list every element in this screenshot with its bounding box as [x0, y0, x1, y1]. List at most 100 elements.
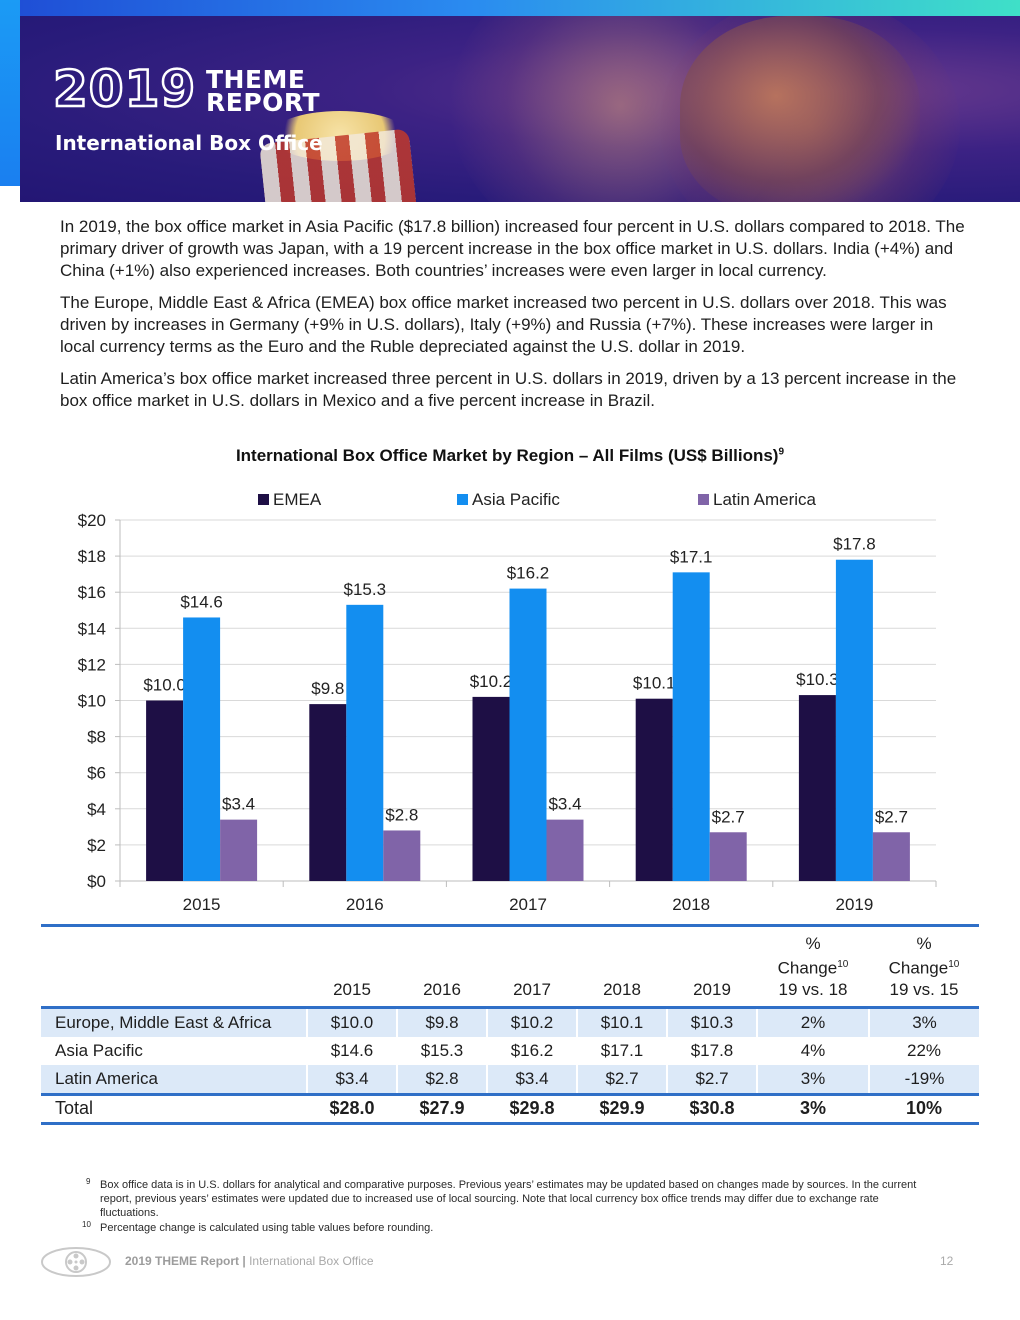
header-footnote: 10: [948, 959, 960, 970]
table-cell: 2%: [756, 1007, 869, 1037]
bar: [709, 832, 747, 881]
side-accent-bar: [0, 0, 20, 186]
table-cell: $17.1: [600, 1040, 644, 1060]
paragraph-latin-america: Latin America’s box office market increa…: [60, 369, 957, 410]
table-cell: $9.8: [396, 1007, 487, 1037]
table-cell: $30.8: [689, 1098, 735, 1119]
logo-word-theme: THEME: [206, 65, 306, 94]
header-banner: 2019 THEME REPORT International Box Offi…: [20, 16, 1020, 202]
header-2018: 2018: [603, 979, 641, 999]
bar-data-label: $14.6: [180, 592, 223, 611]
header-pct: %: [805, 934, 821, 953]
table-cell: $2.7: [576, 1064, 667, 1095]
y-tick-label: $8: [87, 728, 106, 747]
footnote-text: Box office data is in U.S. dollars for a…: [100, 1179, 917, 1219]
table-cell: $10.1: [576, 1007, 667, 1037]
bar: [146, 700, 184, 881]
table-cell: $10.0: [306, 1007, 397, 1037]
y-tick-label: $18: [78, 547, 106, 566]
bar: [798, 695, 836, 881]
box-office-table: 2015 2016 2017 2018 2019 % Change10 19 v…: [41, 924, 979, 1125]
bar-data-label: $2.7: [875, 807, 908, 826]
row-label: Latin America: [41, 1064, 307, 1095]
bar: [346, 604, 384, 881]
y-tick-label: $20: [78, 511, 106, 530]
table-cell: 3%: [868, 1007, 979, 1037]
y-tick-label: $0: [87, 872, 106, 891]
table-cell: $28.0: [329, 1098, 375, 1119]
bar: [872, 832, 910, 881]
bar-data-label: $2.7: [712, 807, 745, 826]
bar-data-label: $10.1: [633, 674, 676, 693]
logo-word-report: REPORT: [206, 88, 321, 117]
chart-title-text: International Box Office Market by Regio…: [235, 446, 779, 465]
table-cell: $10.2: [486, 1007, 577, 1037]
bar-data-label: $3.4: [548, 795, 581, 814]
bar: [835, 559, 873, 881]
table-cell: $3.4: [306, 1064, 397, 1095]
footnote-number: 10: [82, 1220, 91, 1229]
header-2016: 2016: [423, 979, 461, 999]
body-text: In 2019, the box office market in Asia P…: [60, 216, 970, 422]
x-tick-label: 2017: [509, 895, 547, 914]
bar-data-label: $10.0: [143, 676, 186, 695]
x-tick-label: 2019: [835, 895, 873, 914]
table-cell: $2.8: [396, 1064, 487, 1095]
footer-separator: |: [242, 1254, 246, 1268]
legend-swatch: [457, 494, 468, 505]
table-cell: $3.4: [486, 1064, 577, 1095]
table-cell: 10%: [905, 1098, 943, 1119]
table-cell: $2.7: [666, 1064, 757, 1095]
legend-label: Latin America: [713, 490, 817, 509]
x-tick-label: 2016: [346, 895, 384, 914]
bar-data-label: $2.8: [385, 805, 418, 824]
row-label: Europe, Middle East & Africa: [41, 1007, 307, 1037]
table-cell: $10.3: [666, 1007, 757, 1037]
legend-swatch: [698, 494, 709, 505]
header-2017: 2017: [513, 979, 551, 999]
header-change-word: Change: [777, 958, 838, 978]
logo-year: 2019: [52, 60, 197, 118]
header-pct: %: [916, 934, 932, 953]
header-2015: 2015: [333, 979, 371, 999]
bar-data-label: $9.8: [311, 679, 344, 698]
bar: [546, 819, 584, 881]
footnote-text: Percentage change is calculated using ta…: [100, 1222, 434, 1234]
y-tick-label: $16: [78, 583, 106, 602]
header-empty: [41, 926, 307, 1008]
header-2019: 2019: [693, 979, 731, 999]
bar: [509, 588, 547, 881]
header-change-vs-15: % Change10 19 vs. 15: [869, 926, 979, 1008]
table-cell: $29.9: [599, 1098, 645, 1119]
paragraph-asia-pacific: In 2019, the box office market in Asia P…: [60, 217, 965, 280]
banner-subtitle: International Box Office: [55, 131, 323, 155]
footer-report: 2019 THEME Report: [125, 1254, 240, 1268]
y-tick-label: $4: [87, 800, 106, 819]
chart-title-footnote: 9: [778, 446, 785, 458]
table-cell: $27.9: [419, 1098, 465, 1119]
table-cell: $17.8: [690, 1040, 734, 1060]
table-cell: 22%: [906, 1040, 942, 1060]
child-face-image: [680, 16, 920, 202]
bar: [309, 704, 347, 881]
footnote-10: 10 Percentage change is calculated using…: [82, 1220, 938, 1235]
y-tick-label: $2: [87, 836, 106, 855]
header-vs15: 19 vs. 15: [889, 979, 959, 999]
top-gradient-bar: [20, 0, 1020, 16]
bar-data-label: $10.3: [796, 670, 839, 689]
film-reel-logo-icon: [41, 1247, 111, 1277]
header-change-word: Change: [888, 958, 949, 978]
bar-data-label: $16.2: [507, 564, 550, 583]
table-cell: 4%: [800, 1040, 826, 1060]
footer-section: International Box Office: [249, 1254, 374, 1268]
footnote-9: 9 Box office data is in U.S. dollars for…: [86, 1177, 938, 1220]
x-tick-label: 2015: [183, 895, 221, 914]
y-tick-label: $14: [78, 619, 106, 638]
table-cell: $14.6: [330, 1040, 374, 1060]
y-tick-label: $12: [78, 655, 106, 674]
table-cell: $29.8: [509, 1098, 555, 1119]
table-cell: 3%: [756, 1064, 869, 1095]
y-tick-label: $6: [87, 764, 106, 783]
bar: [220, 819, 258, 881]
footnote-number: 9: [86, 1177, 91, 1186]
